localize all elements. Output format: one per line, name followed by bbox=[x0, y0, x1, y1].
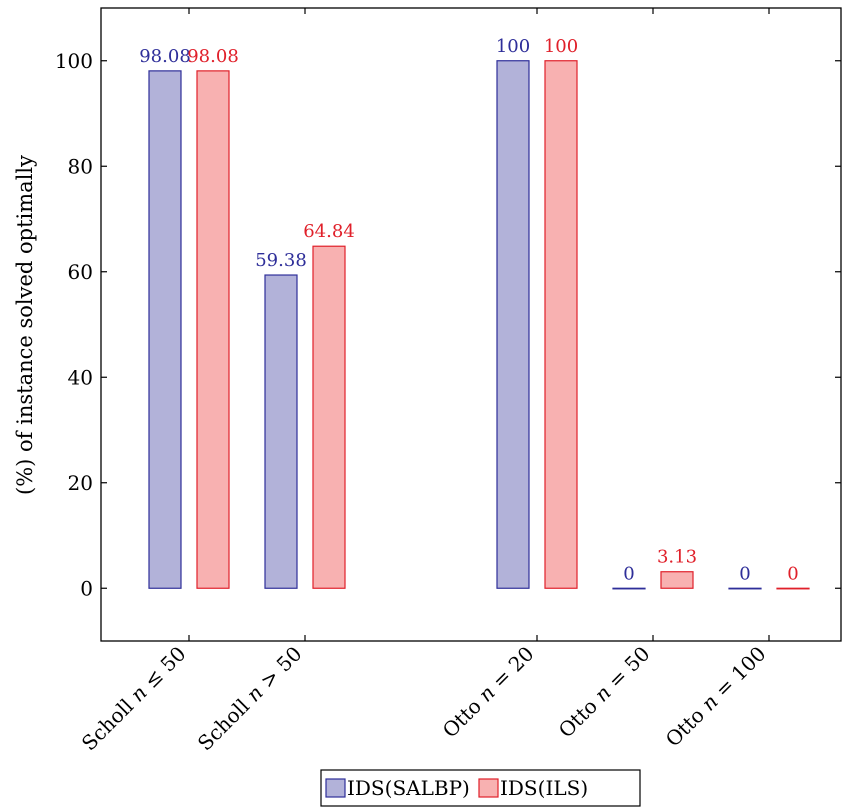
y-tick-label-80: 80 bbox=[68, 154, 93, 178]
legend-swatch-ids-salbp bbox=[325, 778, 346, 798]
value-label-0-1: 59.38 bbox=[255, 250, 307, 271]
legend-swatch-ids-ils bbox=[478, 778, 499, 798]
plot-frame bbox=[100, 7, 842, 642]
y-tick-label-60: 60 bbox=[68, 260, 93, 284]
x-axis-ticks bbox=[188, 8, 770, 641]
category-label-3: Otto n = 50 bbox=[554, 642, 655, 743]
bar-ids-salbp--1 bbox=[264, 274, 298, 589]
category-label-0: Scholl n ≤ 50 bbox=[77, 642, 191, 756]
legend-label-ids-salbp: IDS(SALBP) bbox=[347, 776, 470, 800]
value-label-1-0: 98.08 bbox=[187, 46, 239, 67]
bar-ids-ils--2 bbox=[544, 60, 578, 589]
category-label-1: Scholl n > 50 bbox=[193, 642, 307, 756]
legend: IDS(SALBP) IDS(ILS) bbox=[320, 769, 641, 807]
value-label-1-1: 64.84 bbox=[303, 221, 355, 242]
y-axis-label: (%) of instance solved optimally bbox=[13, 155, 37, 495]
legend-label-ids-ils: IDS(ILS) bbox=[500, 776, 588, 800]
category-label-2: Otto n = 20 bbox=[438, 642, 539, 743]
value-label-0-0: 98.08 bbox=[139, 46, 191, 67]
bar-ids-ils--0 bbox=[196, 70, 230, 589]
y-tick-label-20: 20 bbox=[68, 471, 93, 495]
value-label-1-4: 0 bbox=[787, 563, 798, 584]
bar-ids-ils--4 bbox=[776, 587, 810, 590]
value-label-1-2: 100 bbox=[544, 36, 578, 57]
bars bbox=[148, 60, 810, 590]
bar-ids-ils--3 bbox=[660, 571, 694, 589]
value-labels: 98.08 59.38 100 0 0 98.08 64.84 100 3.13 0 bbox=[139, 36, 798, 585]
value-label-1-3: 3.13 bbox=[657, 547, 697, 568]
value-label-0-4: 0 bbox=[739, 563, 750, 584]
bar-ids-salbp--3 bbox=[612, 587, 646, 590]
bar-ids-salbp--0 bbox=[148, 70, 182, 589]
value-label-0-3: 0 bbox=[623, 563, 634, 584]
y-tick-label-0: 0 bbox=[80, 576, 93, 600]
y-tick-label-100: 100 bbox=[55, 49, 93, 73]
y-axis-ticks: 0 20 40 60 80 100 bbox=[55, 49, 841, 600]
category-label-4: Otto n = 100 bbox=[661, 642, 771, 752]
bar-ids-salbp--2 bbox=[496, 60, 530, 589]
y-tick-label-40: 40 bbox=[68, 365, 93, 389]
bar-ids-salbp--4 bbox=[728, 587, 762, 590]
value-label-0-2: 100 bbox=[496, 36, 530, 57]
bar-ids-ils--1 bbox=[312, 245, 346, 589]
